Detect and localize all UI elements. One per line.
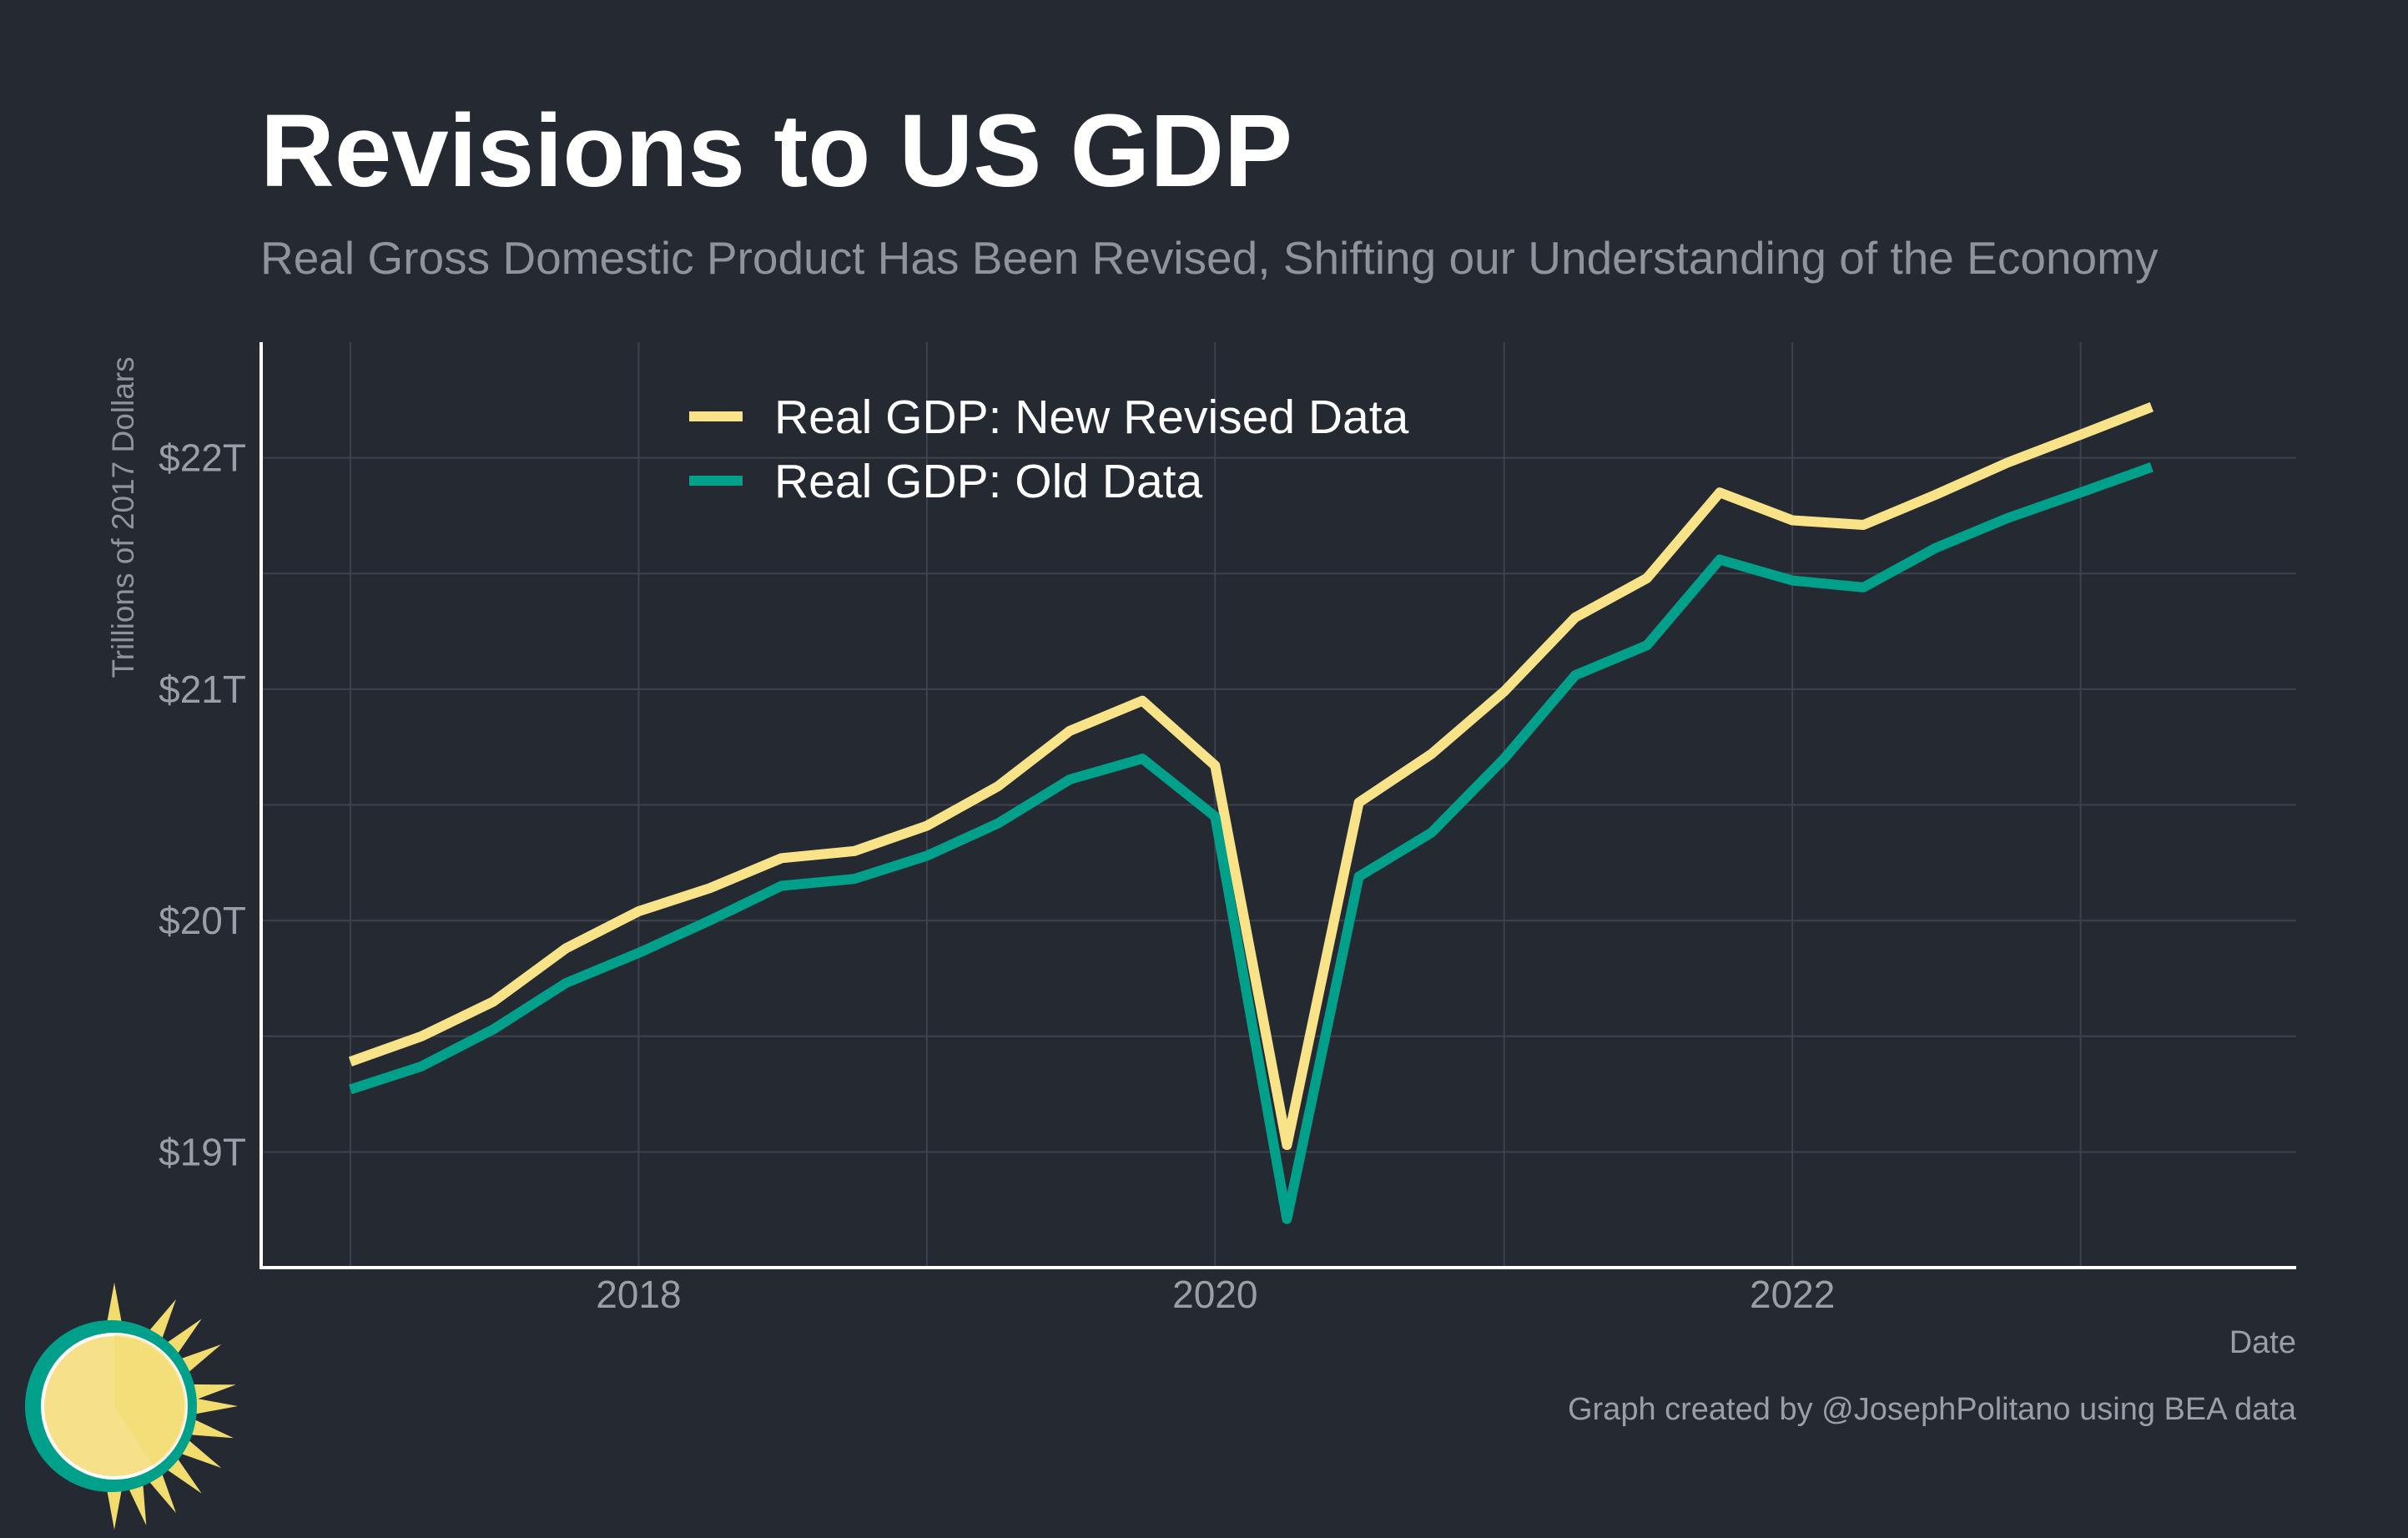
series-lines: [348, 402, 2154, 1224]
y-tick-label: $20T: [159, 899, 246, 942]
series-line-old: [349, 462, 2154, 1224]
y-tick-label: $21T: [159, 668, 246, 711]
x-tick-label: 2020: [1172, 1273, 1257, 1316]
chart-caption: Graph created by @JosephPolitano using B…: [1568, 1392, 2297, 1427]
chart-subtitle: Real Gross Domestic Product Has Been Rev…: [260, 232, 2159, 284]
y-axis-ticks: $19T $20T $21T $22T: [159, 436, 246, 1174]
legend: Real GDP: New Revised Data Real GDP: Old …: [689, 391, 1409, 508]
legend-label: Real GDP: New Revised Data: [774, 391, 1409, 444]
y-tick-label: $19T: [159, 1130, 246, 1173]
y-tick-label: $22T: [159, 436, 246, 480]
legend-label: Real GDP: Old Data: [774, 455, 1202, 508]
y-axis-title: Trillions of 2017 Dollars: [106, 356, 140, 678]
x-axis-ticks: 2018 2020 2022: [596, 1273, 1835, 1316]
x-axis-title: Date: [2229, 1325, 2296, 1360]
gridlines: [261, 342, 2296, 1268]
logo-sun-shade: [114, 1334, 186, 1466]
series-line-new-revised: [348, 402, 2154, 1151]
sun-icon: [25, 1283, 238, 1530]
chart-title: Revisions to US GDP: [260, 94, 1292, 209]
x-tick-label: 2022: [1750, 1273, 1835, 1316]
x-tick-label: 2018: [596, 1273, 681, 1316]
